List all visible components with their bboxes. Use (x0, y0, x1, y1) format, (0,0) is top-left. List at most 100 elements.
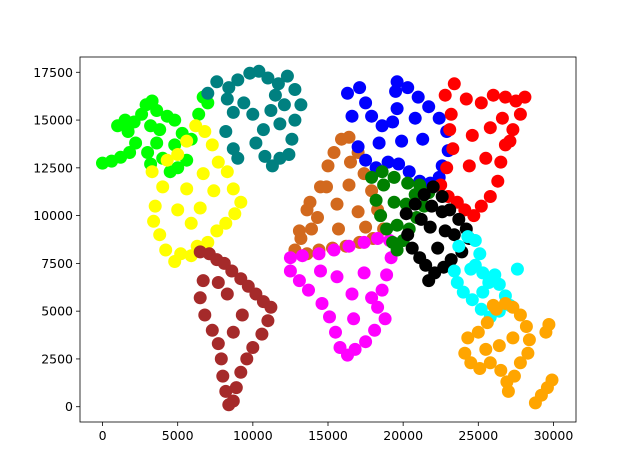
data-point (252, 64, 266, 78)
data-point (226, 105, 240, 119)
data-point (353, 81, 367, 95)
data-point (431, 241, 445, 255)
data-point (413, 251, 427, 265)
data-point (321, 159, 335, 173)
data-point (198, 308, 212, 322)
data-point (123, 146, 137, 159)
data-point (255, 327, 269, 341)
data-point (473, 247, 487, 261)
data-point (486, 298, 500, 312)
data-point (211, 337, 225, 351)
data-point (483, 190, 497, 203)
x-tick-label: 0 (99, 428, 107, 443)
data-point (193, 201, 207, 215)
data-point (168, 113, 182, 127)
data-point (288, 83, 302, 96)
data-point (327, 243, 341, 257)
data-point (201, 96, 215, 110)
data-point (492, 277, 506, 291)
data-point (226, 182, 240, 196)
data-point (265, 159, 279, 173)
data-point (163, 165, 177, 179)
data-point (180, 134, 194, 148)
y-axis: 0 2500 5000 7500 10000 12500 15000 17500 (33, 65, 80, 414)
data-point (277, 98, 291, 112)
data-point (386, 115, 400, 129)
data-point (452, 239, 466, 253)
y-tick-label: 5000 (41, 304, 73, 319)
x-tick-label: 20000 (383, 428, 423, 443)
data-point (294, 98, 308, 112)
data-point (295, 249, 309, 263)
data-point (210, 75, 224, 89)
data-point (174, 247, 188, 261)
data-point (246, 107, 260, 121)
data-point (473, 362, 487, 375)
data-point (401, 81, 415, 95)
data-point (234, 365, 248, 379)
data-point (476, 285, 490, 299)
data-point (402, 165, 416, 179)
x-tick-label: 25000 (458, 428, 498, 443)
data-point (435, 190, 449, 203)
data-point (148, 199, 162, 213)
y-tick-label: 0 (65, 399, 73, 414)
data-point (211, 276, 225, 289)
data-point (220, 92, 234, 106)
data-point (474, 302, 488, 316)
data-point (205, 323, 219, 337)
data-point (465, 128, 479, 142)
data-point (447, 264, 461, 278)
data-point (411, 90, 425, 104)
data-point (271, 77, 285, 91)
data-point (231, 151, 245, 165)
data-point (447, 77, 461, 91)
data-point (479, 151, 493, 165)
data-point (371, 232, 385, 245)
data-point (380, 268, 394, 282)
data-point (480, 316, 494, 330)
data-point (440, 161, 454, 175)
data-point (153, 123, 167, 137)
data-point (345, 287, 359, 301)
data-point (288, 113, 302, 127)
data-point (141, 146, 155, 159)
data-point (435, 205, 449, 219)
data-point (387, 170, 401, 184)
data-point (268, 88, 282, 102)
data-point (193, 291, 207, 305)
data-point (219, 125, 233, 138)
data-point (189, 119, 203, 133)
data-point (332, 222, 345, 236)
data-point (492, 339, 506, 353)
data-point (458, 346, 472, 360)
data-point (476, 266, 490, 280)
data-point (357, 266, 371, 280)
data-point (491, 174, 505, 188)
data-point (438, 88, 452, 102)
data-point (390, 218, 404, 232)
x-tick-label: 30000 (534, 428, 574, 443)
data-point (506, 123, 520, 137)
data-point (211, 155, 225, 169)
data-point (235, 308, 249, 322)
y-tick-label: 17500 (33, 65, 73, 80)
data-point (220, 165, 234, 179)
data-point (320, 180, 333, 194)
data-point (369, 193, 383, 207)
data-point (283, 264, 297, 278)
data-point (216, 369, 230, 383)
data-point (330, 270, 344, 284)
data-point (452, 212, 466, 226)
y-tick-label: 10000 (33, 208, 73, 223)
data-point (380, 222, 394, 236)
data-point (422, 100, 436, 114)
data-point (329, 325, 342, 339)
data-point (228, 207, 242, 221)
data-point (464, 262, 478, 276)
data-point (372, 136, 386, 150)
data-point (302, 283, 315, 297)
y-tick-label: 15000 (33, 113, 73, 128)
data-point (280, 69, 294, 83)
data-point (416, 132, 430, 146)
